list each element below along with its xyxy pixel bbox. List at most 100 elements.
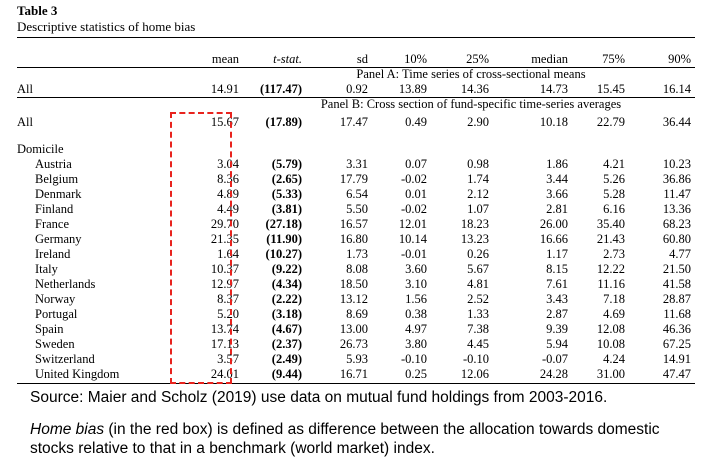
cell-sd: 17.79 [339, 172, 368, 186]
col-header-tstat: t-stat. [273, 52, 302, 66]
cell-p25: 0.98 [467, 157, 489, 171]
table-row: Sweden 17.13 (2.37) 26.73 3.80 4.45 5.94 10.08 6… [17, 337, 695, 352]
cell-p75: 7.18 [603, 292, 625, 306]
cell-p10: -0.10 [400, 352, 427, 366]
cell-p75: 12.22 [596, 262, 625, 276]
note-term: Home bias [30, 421, 105, 438]
col-header-median: median [531, 52, 568, 66]
cell-tstat: (4.34) [271, 277, 302, 291]
col-header-p25: 25% [466, 52, 489, 66]
cell-sd: 16.80 [339, 232, 368, 246]
row-label: Denmark [35, 187, 82, 201]
cell-median: 7.61 [546, 277, 568, 291]
cell-tstat: (2.22) [271, 292, 302, 306]
cell-p90: 36.86 [662, 172, 691, 186]
cell-p25: 1.07 [467, 202, 489, 216]
cell-p75: 4.21 [603, 157, 625, 171]
cell-p10: 0.07 [405, 157, 427, 171]
cell-median: 1.17 [546, 247, 568, 261]
cell-tstat: (117.47) [259, 82, 302, 96]
cell-p90: 46.36 [662, 322, 691, 336]
row-label: Portugal [35, 307, 78, 321]
row-label: United Kingdom [35, 367, 120, 381]
row-label: Spain [35, 322, 64, 336]
row-label: Belgium [35, 172, 79, 186]
table-row: Germany 21.35 (11.90) 16.80 10.14 13.23 16.66 2… [17, 232, 695, 247]
home-bias-highlight-box [170, 112, 232, 384]
cell-sd: 13.12 [339, 292, 368, 306]
cell-sd: 13.00 [339, 322, 368, 336]
cell-p25: 2.52 [467, 292, 489, 306]
col-header-sd: sd [356, 52, 368, 66]
row-label: All [17, 82, 33, 96]
cell-sd: 3.31 [346, 157, 368, 171]
cell-p90: 14.91 [662, 352, 691, 366]
cell-p75: 10.08 [596, 337, 625, 351]
row-label: Switzerland [35, 352, 95, 366]
cell-median: 2.87 [546, 307, 568, 321]
cell-p90: 11.47 [663, 187, 691, 201]
row-label: Austria [35, 157, 72, 171]
cell-mean: 3.04 [217, 157, 239, 171]
bottom-rule [17, 383, 695, 384]
table-row: Netherlands 12.97 (4.34) 18.50 3.10 4.81 7.61 1… [17, 277, 695, 292]
cell-p25: 12.06 [460, 367, 489, 381]
cell-tstat: (9.22) [271, 262, 302, 276]
cell-p10: 12.01 [398, 217, 427, 231]
cell-p25: 0.26 [467, 247, 489, 261]
cell-sd: 17.47 [339, 115, 368, 129]
cell-median: -0.07 [541, 352, 568, 366]
cell-median: 8.15 [546, 262, 568, 276]
table-row: Norway 8.37 (2.22) 13.12 1.56 2.52 3.43 7.18 28.… [17, 292, 695, 307]
table-row: Belgium 8.36 (2.65) 17.79 -0.02 1.74 3.44 5.26 3… [17, 172, 695, 187]
cell-p75: 12.08 [596, 322, 625, 336]
cell-p10: 3.60 [405, 262, 427, 276]
col-header-p90: 90% [668, 52, 691, 66]
cell-median: 3.44 [546, 172, 568, 186]
cell-tstat: (9.44) [271, 367, 302, 381]
table-row: All 14.91 (117.47) 0.92 13.89 14.36 14.73 15.45… [17, 82, 695, 97]
cell-p10: 1.56 [405, 292, 427, 306]
cell-mean: 1.64 [217, 247, 239, 261]
cell-p10: 3.10 [405, 277, 427, 291]
table-row: All 15.67 (17.89) 17.47 0.49 2.90 10.18 22.79 36… [17, 115, 695, 130]
cell-median: 24.28 [539, 367, 568, 381]
panel-a-rule [17, 97, 695, 98]
table-row: Finland 4.49 (3.81) 5.50 -0.02 1.07 2.81 6.16 13… [17, 202, 695, 217]
panel-b-title: Panel B: Cross section of fund-specific … [320, 97, 622, 111]
cell-tstat: (5.33) [271, 187, 302, 201]
cell-mean: 14.91 [210, 82, 239, 96]
row-label: Sweden [35, 337, 75, 351]
table-row: Denmark 4.89 (5.33) 6.54 0.01 2.12 3.66 5.28 11.… [17, 187, 695, 202]
cell-median: 16.66 [539, 232, 568, 246]
note-definition: (in the red box) is defined as differenc… [30, 421, 660, 457]
cell-p10: 4.97 [405, 322, 427, 336]
cell-sd: 8.08 [346, 262, 368, 276]
row-label: Norway [35, 292, 76, 306]
cell-tstat: (3.81) [271, 202, 302, 216]
row-label: Finland [35, 202, 74, 216]
home-bias-note: Home bias (in the red box) is defined as… [30, 420, 700, 458]
cell-p75: 5.26 [603, 172, 625, 186]
col-header-mean: mean [211, 52, 239, 66]
cell-p25: 1.33 [467, 307, 489, 321]
cell-tstat: (2.49) [271, 352, 302, 366]
cell-mean: 8.37 [217, 292, 239, 306]
row-label: France [35, 217, 70, 231]
cell-p90: 13.36 [662, 202, 691, 216]
col-header-p10: 10% [404, 52, 427, 66]
cell-median: 26.00 [539, 217, 568, 231]
cell-mean: 3.57 [217, 352, 239, 366]
cell-p90: 47.47 [662, 367, 691, 381]
top-rule [17, 37, 695, 38]
table-row: United Kingdom 24.01 (9.44) 16.71 0.25 12.06 2… [17, 367, 695, 382]
cell-median: 10.18 [539, 115, 568, 129]
cell-median: 3.66 [546, 187, 568, 201]
cell-mean: 4.89 [217, 187, 239, 201]
cell-sd: 8.69 [346, 307, 368, 321]
cell-tstat: (5.79) [271, 157, 302, 171]
row-label: Ireland [35, 247, 71, 261]
cell-median: 9.39 [546, 322, 568, 336]
panel-a-title: Panel A: Time series of cross-sectional … [356, 67, 586, 81]
